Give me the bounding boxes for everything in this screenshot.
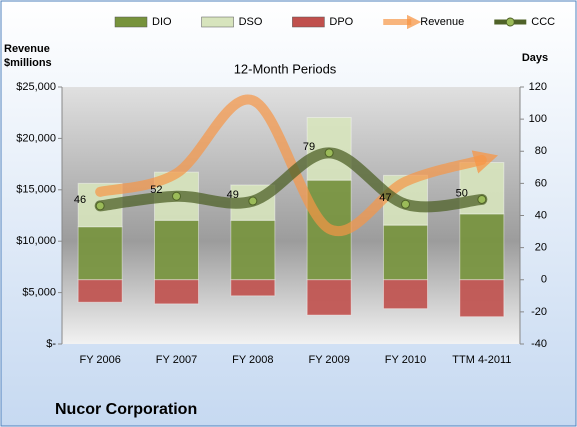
y2-tick-label: 80 [535,145,547,157]
legend-swatch [201,16,234,28]
point-ccc [401,199,410,209]
y2-tick-label: 20 [535,242,547,254]
y-axis-title: Revenue $millions [4,43,52,69]
legend: DIO DSO DPO Revenue CCC [114,14,555,30]
y2-tick-label: 100 [529,113,547,125]
y2-tick-label: -40 [531,338,547,350]
legend-swatch [292,16,325,28]
x-tick-label: FY 2010 [385,354,426,366]
chart-title: 12-Month Periods [234,61,337,76]
y-tick-label: $20,000 [16,132,56,144]
legend-swatch [114,16,148,28]
legend-label: DPO [329,16,353,28]
y2-tick-label: 40 [535,209,547,221]
bar-dio [77,226,123,281]
bar-dio [230,219,276,281]
point-ccc [248,196,258,206]
footer: Nucor Corporation [55,401,197,418]
data-label: 79 [303,141,315,153]
x-tick-label: FY 2009 [308,354,349,366]
data-label: 49 [227,189,239,201]
data-label: 47 [379,192,391,204]
bar-dpo [306,279,352,316]
y2-tick-label: 120 [529,81,547,93]
y-tick-label: $10,000 [16,235,56,247]
y2-tick-label: 60 [535,177,547,189]
y2-tick-label: 0 [541,274,547,286]
y-tick-label: $15,000 [16,184,56,196]
data-label: 52 [150,184,162,196]
plot-area [62,87,520,344]
bar-dio [459,213,505,281]
y-tick-label: $- [46,338,56,350]
legend-label: CCC [531,16,555,28]
point-ccc [477,194,487,204]
point-ccc [172,191,181,201]
data-label: 50 [456,187,468,199]
point-ccc [95,201,105,211]
bar-dpo [154,279,199,305]
legend-label: Revenue [420,16,464,28]
y2-axis-title: Days [522,52,548,64]
bar-dpo [230,279,276,297]
line-revenue [95,94,499,237]
legend-label: DSO [239,16,263,28]
x-tick-label: TTM 4-2011 [452,354,511,366]
bar-dio [383,224,428,281]
x-tick-label: FY 2006 [79,354,120,366]
y-axis-title-box: Revenue $millions [4,43,52,69]
x-tick-label: FY 2008 [232,354,273,366]
y-tick-label: $25,000 [16,81,56,93]
data-label: 46 [74,194,86,206]
bar-dpo [459,279,505,318]
legend-swatch [505,17,515,27]
x-tick-label: FY 2007 [156,354,197,366]
y-tick-label: $5,000 [22,287,56,299]
bar-dpo [77,279,123,303]
point-ccc [324,148,334,158]
y2-tick-label: -20 [531,306,547,318]
bar-dpo [383,279,428,310]
bar-dio [154,219,199,281]
legend-label: DIO [152,16,172,28]
